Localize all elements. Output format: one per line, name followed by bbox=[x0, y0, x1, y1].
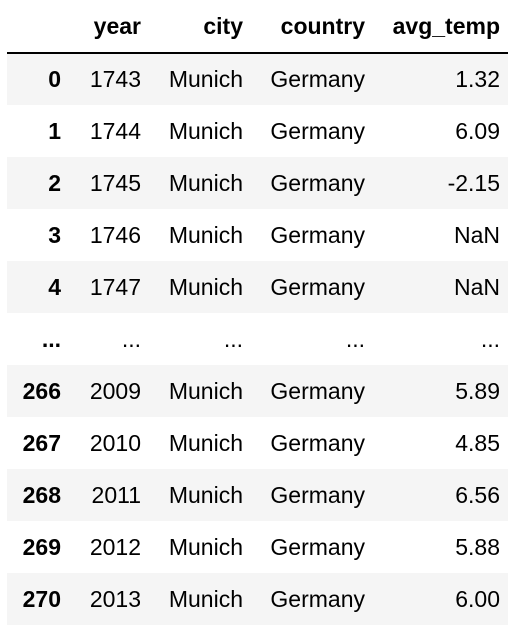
cell-country: Germany bbox=[270, 169, 365, 196]
column-header-country: country bbox=[251, 0, 373, 54]
table-row: 2 1745 Munich Germany -2.15 bbox=[7, 157, 508, 209]
cell-avg-temp: 6.00 bbox=[455, 585, 500, 612]
cell-year: ... bbox=[121, 325, 141, 352]
column-header-city: city bbox=[149, 0, 251, 54]
cell-avg-temp: NaN bbox=[453, 273, 500, 300]
cell-year: 1746 bbox=[89, 221, 141, 248]
table-row: 268 2011 Munich Germany 6.56 bbox=[7, 469, 508, 521]
cell-year: 1744 bbox=[89, 117, 141, 144]
header-row: year city country avg_temp bbox=[7, 0, 508, 54]
row-index: 0 bbox=[48, 66, 61, 92]
table-row: 267 2010 Munich Germany 4.85 bbox=[7, 417, 508, 469]
cell-city: Munich bbox=[168, 533, 243, 560]
cell-country: Germany bbox=[270, 481, 365, 508]
row-index: 3 bbox=[48, 221, 61, 248]
cell-year: 2009 bbox=[89, 377, 141, 404]
table-row: 0 1743 Munich Germany 1.32 bbox=[7, 53, 508, 105]
cell-country: Germany bbox=[270, 273, 365, 300]
cell-country: Germany bbox=[270, 377, 365, 404]
table-body: 0 1743 Munich Germany 1.32 1 1744 Munich… bbox=[7, 53, 508, 625]
table-row: 3 1746 Munich Germany NaN bbox=[7, 209, 508, 261]
cell-avg-temp: 1.32 bbox=[455, 66, 500, 92]
row-index: 266 bbox=[22, 377, 61, 404]
cell-avg-temp: 4.85 bbox=[455, 429, 500, 456]
cell-year: 1745 bbox=[89, 169, 141, 196]
cell-country: Germany bbox=[270, 585, 365, 612]
cell-country: Germany bbox=[270, 533, 365, 560]
cell-country: Germany bbox=[270, 429, 365, 456]
cell-avg-temp: 6.56 bbox=[455, 481, 500, 508]
cell-city: Munich bbox=[168, 221, 243, 248]
cell-city: Munich bbox=[168, 481, 243, 508]
cell-year: 2010 bbox=[89, 429, 141, 456]
cell-year: 2012 bbox=[89, 533, 141, 560]
table-row-ellipsis: ... ... ... ... ... bbox=[7, 313, 508, 365]
table-header: year city country avg_temp bbox=[7, 0, 508, 54]
cell-city: Munich bbox=[168, 377, 243, 404]
cell-country: Germany bbox=[270, 66, 365, 92]
row-index: 267 bbox=[22, 429, 61, 456]
cell-avg-temp: NaN bbox=[453, 221, 500, 248]
cell-year: 1743 bbox=[89, 66, 141, 92]
table-row: 269 2012 Munich Germany 5.88 bbox=[7, 521, 508, 573]
dataframe-table: year city country avg_temp 0 1743 Munich… bbox=[7, 0, 508, 625]
row-index: 2 bbox=[48, 169, 61, 196]
cell-city: Munich bbox=[168, 585, 243, 612]
cell-city: Munich bbox=[168, 273, 243, 300]
cell-avg-temp: 5.88 bbox=[455, 533, 500, 560]
cell-country: ... bbox=[345, 325, 365, 352]
cell-city: ... bbox=[223, 325, 243, 352]
cell-avg-temp: 5.89 bbox=[455, 377, 500, 404]
row-index: 269 bbox=[22, 533, 61, 560]
row-index: 1 bbox=[48, 117, 61, 144]
cell-year: 1747 bbox=[89, 273, 141, 300]
cell-city: Munich bbox=[168, 66, 243, 92]
cell-year: 2013 bbox=[89, 585, 141, 612]
row-index: 270 bbox=[22, 585, 61, 612]
cell-avg-temp: -2.15 bbox=[447, 169, 500, 196]
table-row: 266 2009 Munich Germany 5.89 bbox=[7, 365, 508, 417]
cell-avg-temp: ... bbox=[480, 325, 500, 352]
table-row: 270 2013 Munich Germany 6.00 bbox=[7, 573, 508, 625]
row-index: ... bbox=[41, 325, 61, 352]
cell-city: Munich bbox=[168, 429, 243, 456]
column-header-year: year bbox=[69, 0, 149, 54]
row-index: 4 bbox=[48, 273, 61, 300]
column-header-avg-temp: avg_temp bbox=[373, 0, 508, 54]
cell-year: 2011 bbox=[91, 481, 141, 508]
cell-country: Germany bbox=[270, 221, 365, 248]
cell-city: Munich bbox=[168, 169, 243, 196]
row-index: 268 bbox=[22, 481, 61, 508]
cell-country: Germany bbox=[270, 117, 365, 144]
cell-city: Munich bbox=[168, 117, 243, 144]
table-row: 4 1747 Munich Germany NaN bbox=[7, 261, 508, 313]
cell-avg-temp: 6.09 bbox=[455, 117, 500, 144]
index-header bbox=[7, 0, 69, 54]
table-row: 1 1744 Munich Germany 6.09 bbox=[7, 105, 508, 157]
